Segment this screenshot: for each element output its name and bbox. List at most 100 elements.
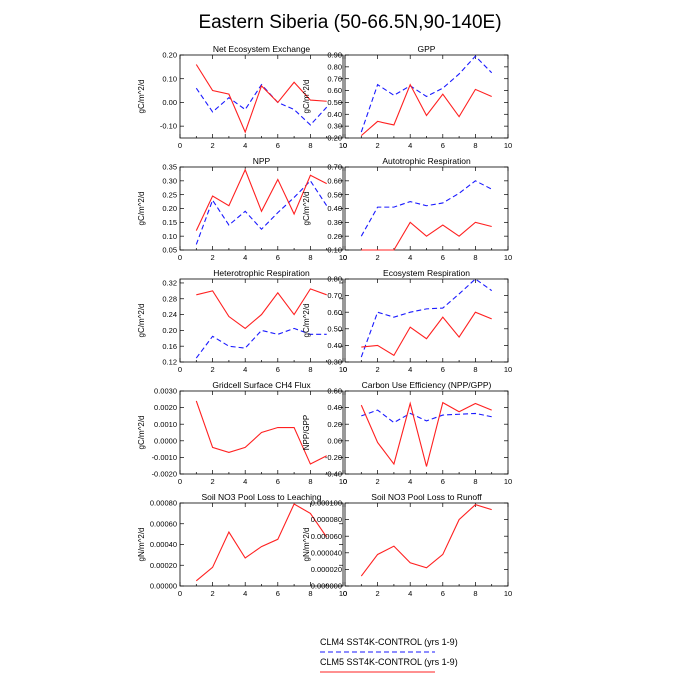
y-tick-label: 0.60 (327, 387, 342, 396)
x-tick-label: 2 (376, 365, 380, 374)
x-tick-label: 0 (178, 141, 182, 150)
y-axis-label: gC/m^2/d (137, 192, 146, 226)
y-tick-label: 0.10 (162, 74, 177, 83)
panel-title: NPP (253, 156, 271, 166)
x-tick-label: 0 (178, 365, 182, 374)
y-tick-label: -0.40 (325, 470, 342, 479)
series-line-clm5 (361, 221, 492, 251)
y-axis-label: gN/m^2/d (302, 528, 311, 562)
y-tick-label: 0.20 (162, 204, 177, 213)
y-tick-label: 0.70 (327, 163, 342, 172)
x-tick-label: 10 (504, 365, 512, 374)
y-tick-label: 0.00020 (150, 561, 177, 570)
y-tick-label: 0.15 (162, 218, 177, 227)
y-tick-label: 0.000080 (311, 515, 342, 524)
series-line-clm5 (195, 168, 327, 231)
y-tick-label: 0.20 (327, 420, 342, 429)
panel-title: Soil NO3 Pool Loss to Runoff (371, 492, 482, 502)
y-tick-label: 0.20 (162, 326, 177, 335)
panel-net-ecosystem-exchange: Net Ecosystem Exchange 0 2 4 6 8 10 -0.10 0.00 0.… (137, 44, 347, 150)
panel-title: Heterotrophic Respiration (213, 268, 310, 278)
x-tick-label: 6 (276, 477, 280, 486)
x-tick-label: 8 (308, 589, 312, 598)
x-tick-label: 8 (473, 141, 477, 150)
legend-label-clm5: CLM5 SST4K-CONTROL (yrs 1-9) (320, 657, 458, 667)
y-tick-label: 0.60 (327, 308, 342, 317)
y-axis-label: NPP/GPP (302, 415, 311, 451)
y-tick-label: 0.20 (162, 51, 177, 60)
y-tick-label: 0.60 (327, 176, 342, 185)
plot-frame (344, 166, 509, 251)
legend-entry-clm4: CLM4 SST4K-CONTROL (yrs 1-9) (320, 637, 458, 653)
y-tick-label: 0.20 (327, 232, 342, 241)
y-tick-label: 0.000060 (311, 532, 342, 541)
y-tick-label: 0.00040 (150, 540, 177, 549)
x-tick-label: 4 (408, 253, 412, 262)
panel-carbon-use-efficiency-npp-gpp: Carbon Use Efficiency (NPP/GPP)0 2 4 6 8 10-0… (302, 380, 512, 486)
plot-frame (344, 502, 509, 587)
x-tick-label: 0 (343, 253, 347, 262)
x-tick-label: 0 (343, 365, 347, 374)
x-tick-label: 0 (343, 589, 347, 598)
x-tick-label: 6 (441, 253, 445, 262)
x-tick-label: 6 (276, 589, 280, 598)
y-tick-label: -0.10 (160, 122, 177, 131)
x-tick-label: 10 (339, 589, 347, 598)
x-tick-label: 4 (243, 253, 247, 262)
x-tick-label: 8 (473, 477, 477, 486)
x-tick-label: 10 (504, 589, 512, 598)
x-tick-label: 0 (343, 141, 347, 150)
x-tick-label: 8 (308, 253, 312, 262)
x-tick-label: 2 (376, 589, 380, 598)
y-tick-label: 0.0000 (154, 436, 177, 445)
y-tick-label: 0.70 (327, 74, 342, 83)
panel-heterotrophic-respiration: Heterotrophic Respiration 0 2 4 6 8 10 0.12 0.16… (137, 268, 347, 374)
y-tick-label: 0.0010 (154, 420, 177, 429)
series-line-clm4 (360, 278, 493, 358)
x-tick-label: 8 (308, 365, 312, 374)
plot-frame (344, 278, 509, 363)
panel-title: Carbon Use Efficiency (NPP/GPP) (362, 380, 492, 390)
y-tick-label: 0.12 (162, 358, 177, 367)
x-tick-label: 4 (243, 477, 247, 486)
y-tick-label: 0.28 (162, 294, 177, 303)
series-line-clm5 (360, 504, 492, 577)
x-tick-label: 0 (178, 589, 182, 598)
panel-title: Gridcell Surface CH4 Flux (212, 380, 311, 390)
x-tick-label: 2 (376, 141, 380, 150)
x-tick-label: 2 (211, 141, 215, 150)
x-tick-label: 2 (376, 477, 380, 486)
x-tick-label: 4 (408, 365, 412, 374)
y-tick-label: 0.40 (327, 341, 342, 350)
y-tick-label: 0.000100 (311, 499, 342, 508)
x-tick-label: 0 (178, 253, 182, 262)
panel-title: GPP (418, 44, 436, 54)
y-tick-label: 0.10 (327, 246, 342, 255)
y-tick-label: 0.00060 (150, 519, 177, 528)
y-tick-label: 0.50 (327, 324, 342, 333)
x-tick-label: 4 (243, 365, 247, 374)
x-tick-label: 6 (276, 365, 280, 374)
x-tick-label: 0 (343, 477, 347, 486)
x-tick-label: 6 (276, 253, 280, 262)
x-tick-label: 10 (504, 141, 512, 150)
y-axis-label: gC/m^2/d (302, 80, 311, 114)
y-axis-label: gC/m^2/d (302, 304, 311, 338)
panel-title: Net Ecosystem Exchange (213, 44, 311, 54)
x-tick-label: 6 (441, 141, 445, 150)
x-tick-label: 10 (339, 253, 347, 262)
y-tick-label: 0.70 (327, 291, 342, 300)
y-tick-label: 0.05 (162, 246, 177, 255)
series-line-clm4 (361, 409, 492, 424)
y-tick-label: 0.10 (162, 232, 177, 241)
y-tick-label: 0.16 (162, 342, 177, 351)
y-tick-label: 0.30 (327, 358, 342, 367)
series-line-clm5 (360, 83, 492, 137)
y-tick-label: 0.80 (327, 275, 342, 284)
x-tick-label: 4 (408, 477, 412, 486)
